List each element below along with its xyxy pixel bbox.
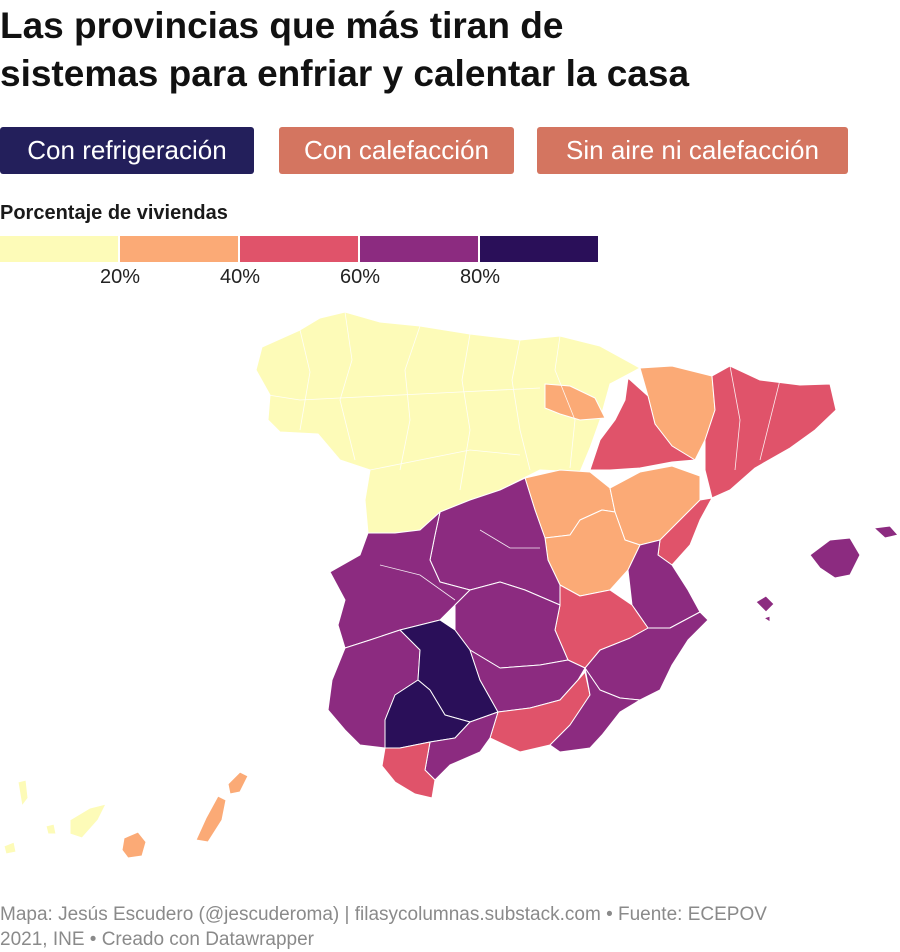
- region-north-west[interactable]: [255, 311, 641, 534]
- footer-line-1: Mapa: Jesús Escudero (@jescuderoma) | fi…: [0, 904, 767, 925]
- legend-tick-80: 80%: [459, 266, 501, 288]
- region-formentera[interactable]: [763, 615, 771, 623]
- region-menorca[interactable]: [873, 525, 899, 539]
- legend-bin-20-40: [120, 236, 238, 262]
- legend-title: Porcentaje de viviendas: [0, 202, 228, 224]
- region-gran-canaria[interactable]: [121, 831, 147, 859]
- legend-bin-40-60: [240, 236, 358, 262]
- region-tenerife[interactable]: [69, 803, 107, 839]
- region-cadiz[interactable]: [381, 741, 436, 799]
- title-line-2: sistemas para enfriar y calentar la casa: [0, 53, 690, 94]
- footer-line-2: 2021, INE • Creado con Datawrapper: [0, 929, 314, 950]
- region-navarra[interactable]: [589, 377, 696, 471]
- legend-bin-80-100: [480, 236, 598, 262]
- region-cataluna[interactable]: [704, 365, 837, 499]
- title-line-1: Las provincias que más tiran de: [0, 5, 564, 46]
- tab-sin-aire-ni-calefaccion[interactable]: Sin aire ni calefacción: [537, 127, 848, 174]
- legend-tick-60: 60%: [339, 266, 381, 288]
- page-title: Las provincias que más tiran de sistemas…: [0, 2, 880, 98]
- legend-tick-20: 20%: [99, 266, 141, 288]
- region-almeria[interactable]: [549, 667, 641, 753]
- region-la-rioja[interactable]: [544, 383, 606, 421]
- color-legend: [0, 236, 598, 262]
- region-fuerteventura[interactable]: [195, 795, 227, 843]
- tab-con-calefaccion[interactable]: Con calefacción: [279, 127, 514, 174]
- region-el-hierro[interactable]: [3, 841, 17, 855]
- region-ibiza[interactable]: [755, 595, 775, 613]
- region-extremadura[interactable]: [329, 511, 471, 649]
- tab-con-refrigeracion[interactable]: Con refrigeración: [0, 127, 254, 174]
- region-la-palma[interactable]: [17, 779, 29, 807]
- province-borders: [267, 311, 781, 601]
- region-la-gomera[interactable]: [45, 823, 57, 835]
- spain-choropleth-map: [3, 311, 899, 859]
- footer-credits: Mapa: Jesús Escudero (@jescuderoma) | fi…: [0, 902, 890, 952]
- legend-bin-0-20: [0, 236, 118, 262]
- legend-bin-60-80: [360, 236, 478, 262]
- region-lanzarote[interactable]: [227, 771, 249, 795]
- region-mallorca[interactable]: [809, 537, 861, 579]
- legend-tick-40: 40%: [219, 266, 261, 288]
